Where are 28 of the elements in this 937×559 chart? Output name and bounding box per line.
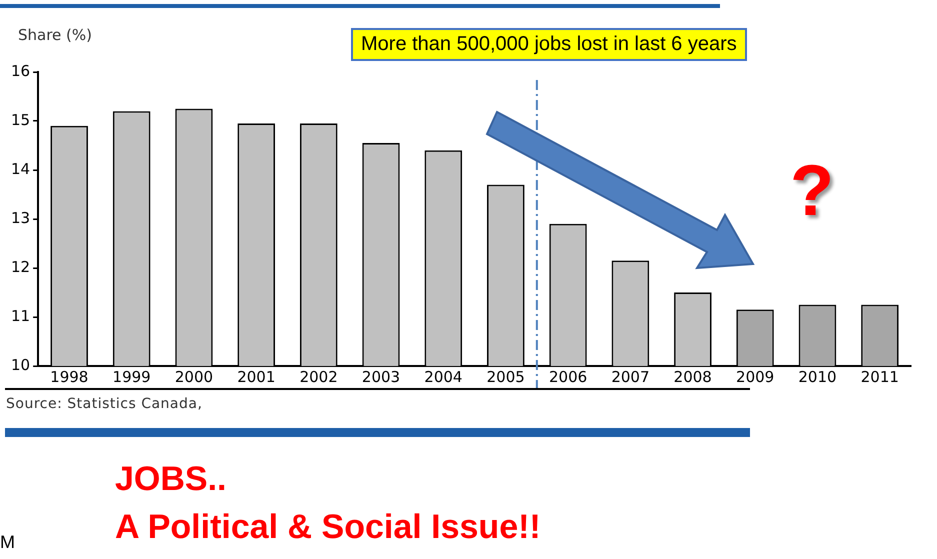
y-tick-label: 10 xyxy=(10,356,30,374)
x-tick-label: 2001 xyxy=(237,368,276,386)
x-tick-label: 2006 xyxy=(548,368,588,386)
y-tick-label: 16 xyxy=(10,62,30,80)
x-tick-label: 1998 xyxy=(50,368,88,386)
y-tick-label: 12 xyxy=(10,258,30,276)
y-tick-label: 15 xyxy=(10,110,30,129)
source-note: Source: Statistics Canada, xyxy=(6,396,202,412)
x-tick-label: 2010 xyxy=(798,368,837,386)
x-tick-label: 2003 xyxy=(362,368,400,386)
x-tick-label: 2005 xyxy=(486,368,525,386)
x-tick-label: 1999 xyxy=(112,368,151,386)
annotation: ? xyxy=(790,150,834,232)
text: A Political & Social Issue!! xyxy=(115,508,541,547)
text: More than 500,000 jobs lost in last 6 years xyxy=(351,28,747,61)
text: M xyxy=(0,532,15,553)
x-tick-label: 2007 xyxy=(611,368,650,386)
y-tick-label: 11 xyxy=(10,306,30,325)
x-tick-label: 2009 xyxy=(736,368,774,386)
x-tick-label: 2002 xyxy=(300,368,338,386)
x-tick-label: 2000 xyxy=(174,368,214,386)
y-tick-label: 14 xyxy=(10,160,30,178)
x-tick-label: 2008 xyxy=(674,368,712,386)
x-tick-label: 2011 xyxy=(860,368,899,386)
y-axis-title: Share (%) xyxy=(18,26,92,44)
x-tick-label: 2004 xyxy=(424,368,462,386)
text: JOBS.. xyxy=(115,460,226,499)
y-tick-label: 13 xyxy=(10,208,30,227)
